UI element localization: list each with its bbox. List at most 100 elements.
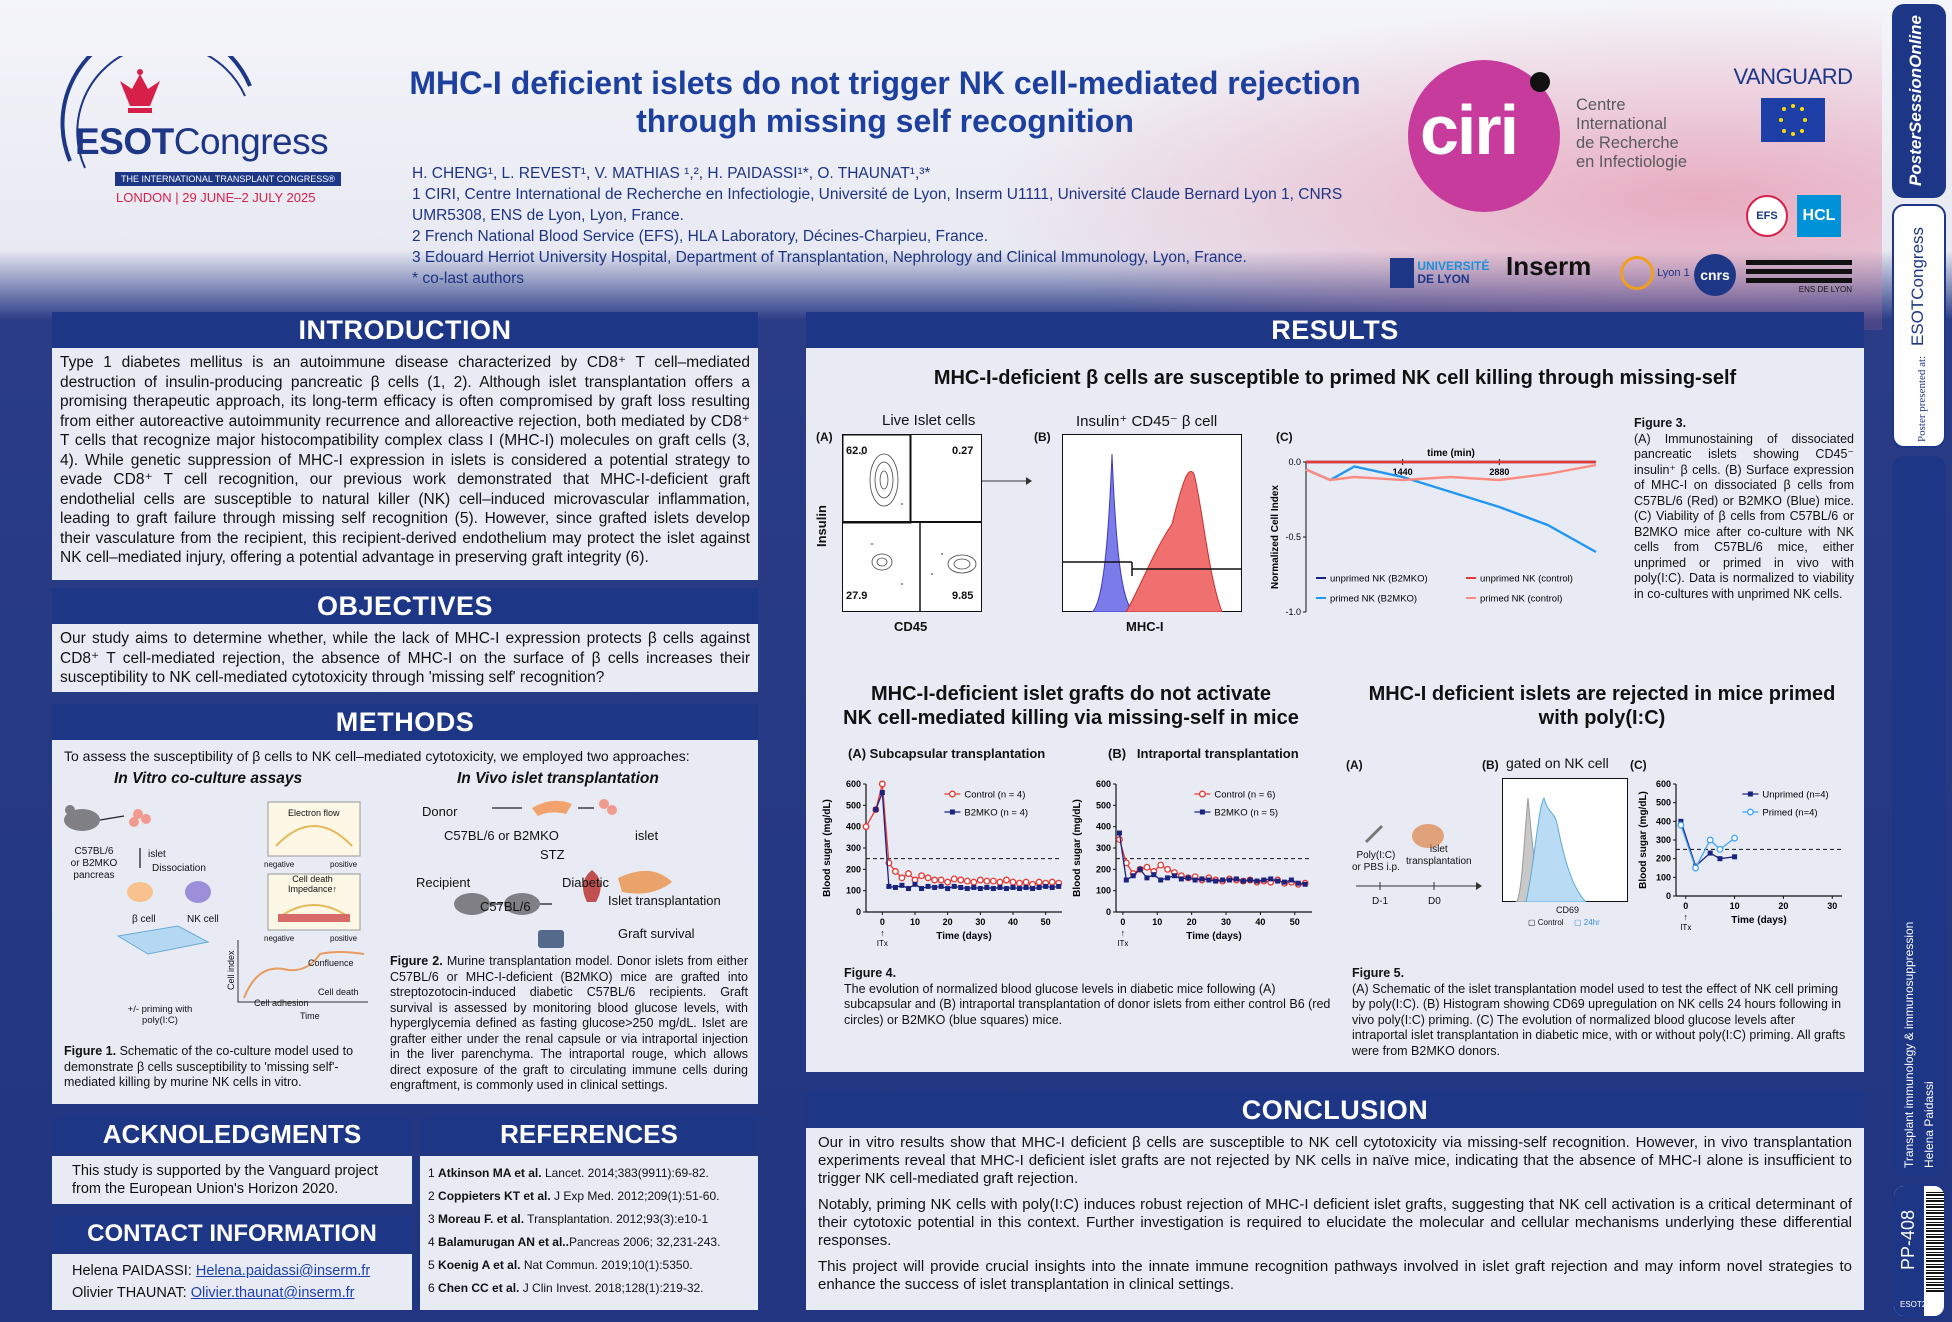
fig3-cell-index-chart: 0.0 -0.5 -1.0 1440 2880 time (min) Normalized … [1270, 448, 1597, 617]
itx-arrow: ↑ [1121, 928, 1126, 938]
objectives-text: Our study aims to determine whether, whi… [60, 630, 750, 686]
esot-brand-b: Congress [173, 121, 329, 162]
reference-item: 5 Koenig A et al. Nat Commun. 2019;10(1)… [428, 1258, 693, 1272]
data-point [1707, 850, 1713, 856]
legend-label: primed NK (B2MKO) [1330, 594, 1417, 605]
x-tick-label: 10 [910, 917, 920, 927]
y-tick-label: 300 [1656, 835, 1671, 845]
ciri-line-3: de Recherche [1576, 134, 1679, 152]
fig2-text: Murine transplantation model. Donor isle… [390, 954, 748, 1092]
label-positive-b: positive [330, 934, 358, 943]
fig3-panel-b-label: (B) [1034, 430, 1051, 444]
data-point [912, 881, 918, 887]
data-point [971, 884, 977, 890]
data-point [1288, 877, 1294, 883]
poster-online-badge: PosterSessionOnline [1892, 4, 1946, 198]
data-point [1003, 886, 1009, 892]
label-negative-b: negative [264, 934, 295, 943]
conclusion-p2: Notably, priming NK cells with poly(I:C)… [818, 1196, 1852, 1249]
y-tick-label: 300 [1096, 843, 1111, 853]
data-point [873, 807, 879, 813]
fig3-gate-arrow [982, 477, 1032, 485]
label-electron: Electron flow [288, 808, 340, 818]
data-point [1226, 877, 1232, 883]
data-point [1185, 875, 1191, 881]
data-point [899, 882, 905, 888]
itx-label: ITx [1117, 939, 1128, 948]
data-point [976, 876, 984, 884]
fig5-legend-control: ▢ Control [1528, 918, 1564, 927]
legend-marker [1746, 808, 1754, 816]
data-point [1143, 863, 1151, 871]
data-point [1016, 879, 1023, 887]
x-tick-label: 20 [1778, 901, 1788, 911]
fig4a-glucose-chart: 0 100 200 300 400 500 600 0 10 20 30 40 50 Time (days… [822, 779, 1063, 948]
data-point [1731, 834, 1739, 842]
x-tick-label: 0 [1120, 917, 1125, 927]
data-point [997, 884, 1003, 890]
data-point [924, 874, 932, 882]
fig5-label: Figure 5. [1352, 966, 1405, 980]
data-point [1165, 875, 1171, 881]
x-axis-label: time (min) [1427, 448, 1475, 459]
data-point [878, 780, 886, 788]
y-tick-label: 500 [846, 800, 861, 810]
data-point [1706, 836, 1714, 844]
label-negative-a: negative [264, 860, 295, 869]
contact-block: Helena PAIDASSI: Helena.paidassi@inserm.… [52, 1254, 412, 1310]
series-line [1305, 463, 1597, 482]
sec3-title-line2: with poly(I:C) [1538, 707, 1666, 729]
y-tick-label: 100 [1656, 872, 1671, 882]
topic-label: Transplant immunology & immunosuppressio… [1902, 921, 1916, 1168]
data-point [1254, 878, 1260, 884]
conclusion-section: CONCLUSION Our in vitro results show tha… [806, 1092, 1864, 1310]
itx-label: ITx [877, 939, 888, 948]
objectives-heading: OBJECTIVES [52, 588, 758, 624]
fig3-panel-a-label: (A) [816, 430, 833, 444]
data-point [932, 884, 938, 890]
data-point [937, 876, 945, 884]
data-point [918, 872, 925, 880]
topic-box: Transplant immunology & immunosuppressio… [1892, 456, 1946, 1176]
esot-brand-a: ESOT [75, 121, 174, 162]
reference-item: 2 Coppieters KT et al. J Exp Med. 2012;2… [428, 1189, 720, 1203]
references-heading: REFERENCES [420, 1116, 758, 1152]
methods-heading: METHODS [52, 704, 758, 740]
fig5-gated-label: gated on NK cell [1506, 755, 1609, 771]
label-nkcell: NK cell [187, 914, 219, 925]
data-point [1275, 878, 1281, 884]
fig5-panel-b-label: (B) [1482, 758, 1499, 772]
fig3-live-label: Live Islet cells [882, 412, 976, 429]
data-point [1206, 877, 1212, 883]
reference-item: 1 Atkinson MA et al. Lancet. 2014;383(99… [428, 1166, 709, 1180]
y-tick-label: 600 [1096, 779, 1111, 789]
y-tick-label: 0 [856, 907, 861, 917]
acknowledgments-text: This study is supported by the Vanguard … [52, 1156, 412, 1204]
data-point [1240, 878, 1246, 884]
data-point [1123, 877, 1129, 883]
fig5b-histogram [1502, 778, 1628, 902]
contact-1-email-link[interactable]: Helena.paidassi@inserm.fr [195, 1263, 371, 1279]
y-tick-label: 0 [1666, 891, 1671, 901]
data-point [905, 886, 911, 892]
data-point [938, 883, 944, 889]
fig3-insulin-ylabel: Insulin [814, 505, 829, 547]
data-point [950, 875, 958, 883]
label-celldeath: Cell death Impedance↑ [288, 874, 338, 894]
acknowledgments-heading: ACKNOLEDGMENTS [52, 1116, 412, 1152]
legend-label: Unprimed (n=4) [1762, 790, 1828, 801]
data-point [970, 878, 978, 886]
x-tick-label: 30 [1221, 917, 1231, 927]
lyon1-label: Lyon 1 [1657, 266, 1690, 279]
label-diabetic: Diabetic [562, 875, 609, 890]
contact-heading: CONTACT INFORMATION [52, 1216, 412, 1252]
data-point [989, 877, 997, 885]
fig4-text: The evolution of normalized blood glucos… [844, 981, 1331, 1027]
fig3-panel-c-label: (C) [1276, 430, 1293, 444]
y-axis-label: Normalized Cell Index [1270, 485, 1281, 589]
label-celldeath2: Cell death [318, 987, 359, 997]
contact-2-email-link[interactable]: Olivier.thaunat@inserm.fr [190, 1285, 355, 1301]
y-tick-label: 600 [1656, 779, 1671, 789]
data-point [905, 870, 912, 878]
itx-arrow: ↑ [1684, 912, 1689, 922]
